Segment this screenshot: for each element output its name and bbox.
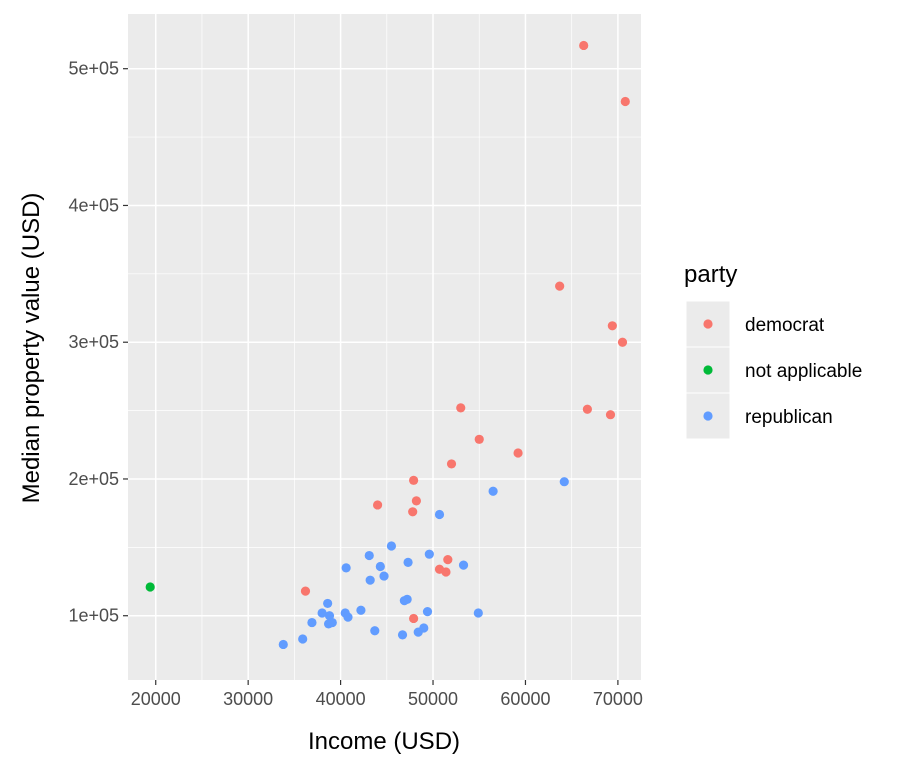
data-point bbox=[424, 549, 434, 559]
data-point bbox=[409, 613, 419, 624]
legend-key-point bbox=[703, 319, 713, 329]
data-point bbox=[372, 500, 383, 510]
data-point bbox=[458, 560, 469, 570]
data-point bbox=[446, 459, 457, 469]
data-point bbox=[422, 607, 433, 617]
y-tick-label: 5e+05 bbox=[68, 59, 119, 79]
data-point bbox=[605, 410, 616, 420]
y-axis: 1e+05 2e+05 3e+05 4e+05 5e+05 bbox=[68, 59, 128, 626]
major-gridlines bbox=[128, 14, 641, 680]
data-point bbox=[456, 403, 466, 413]
data-point bbox=[620, 96, 630, 107]
data-point bbox=[365, 575, 375, 585]
data-point bbox=[399, 596, 409, 606]
data-point bbox=[370, 626, 380, 636]
data-point bbox=[300, 586, 311, 596]
y-tick-label: 3e+05 bbox=[68, 332, 119, 352]
data-point bbox=[443, 555, 453, 565]
data-point bbox=[397, 630, 408, 640]
data-point bbox=[356, 605, 366, 615]
data-points bbox=[145, 40, 630, 650]
data-point bbox=[434, 509, 445, 520]
data-point bbox=[341, 563, 351, 573]
data-point bbox=[317, 608, 327, 618]
data-point bbox=[298, 634, 308, 644]
legend-key-point bbox=[703, 365, 713, 375]
data-point bbox=[409, 475, 419, 485]
x-axis-title: Income (USD) bbox=[308, 728, 460, 755]
data-point bbox=[403, 557, 413, 567]
data-point bbox=[488, 486, 498, 496]
y-tick-label: 1e+05 bbox=[68, 606, 119, 626]
data-point bbox=[343, 612, 353, 622]
x-axis: 20000 30000 40000 50000 60000 70000 bbox=[131, 680, 643, 709]
legend-label: republican bbox=[745, 407, 833, 428]
data-point bbox=[555, 281, 565, 291]
data-point bbox=[364, 550, 374, 561]
x-tick-label: 20000 bbox=[131, 689, 181, 709]
y-axis-title: Median property value (USD) bbox=[18, 193, 45, 504]
data-point bbox=[307, 617, 317, 628]
data-point bbox=[582, 404, 592, 414]
legend-title: party bbox=[684, 261, 737, 288]
legend-label: not applicable bbox=[745, 361, 862, 382]
legend: party democrat not applicable republican bbox=[684, 261, 862, 440]
y-tick-label: 2e+05 bbox=[68, 469, 119, 489]
legend-key-point bbox=[703, 411, 713, 421]
data-point bbox=[145, 582, 155, 592]
data-point bbox=[375, 561, 385, 572]
data-point bbox=[617, 337, 628, 347]
data-point bbox=[411, 496, 421, 506]
data-point bbox=[379, 571, 389, 581]
data-point bbox=[386, 541, 397, 551]
data-point bbox=[323, 598, 333, 609]
data-point bbox=[327, 617, 337, 628]
data-point bbox=[474, 434, 484, 444]
data-point bbox=[579, 40, 589, 51]
plot-panel bbox=[128, 14, 641, 680]
x-tick-label: 70000 bbox=[593, 689, 643, 709]
data-point bbox=[607, 321, 617, 331]
data-point bbox=[473, 608, 483, 618]
minor-gridlines bbox=[128, 14, 641, 680]
data-point bbox=[278, 639, 288, 650]
legend-label: democrat bbox=[745, 315, 825, 336]
x-tick-label: 60000 bbox=[500, 689, 550, 709]
data-point bbox=[559, 477, 569, 487]
data-point bbox=[408, 507, 418, 517]
data-point bbox=[441, 567, 451, 577]
y-tick-label: 4e+05 bbox=[68, 195, 119, 215]
x-tick-label: 40000 bbox=[316, 689, 366, 709]
data-point bbox=[513, 448, 523, 458]
data-point bbox=[413, 627, 423, 637]
x-tick-label: 30000 bbox=[223, 689, 273, 709]
x-tick-label: 50000 bbox=[408, 689, 458, 709]
